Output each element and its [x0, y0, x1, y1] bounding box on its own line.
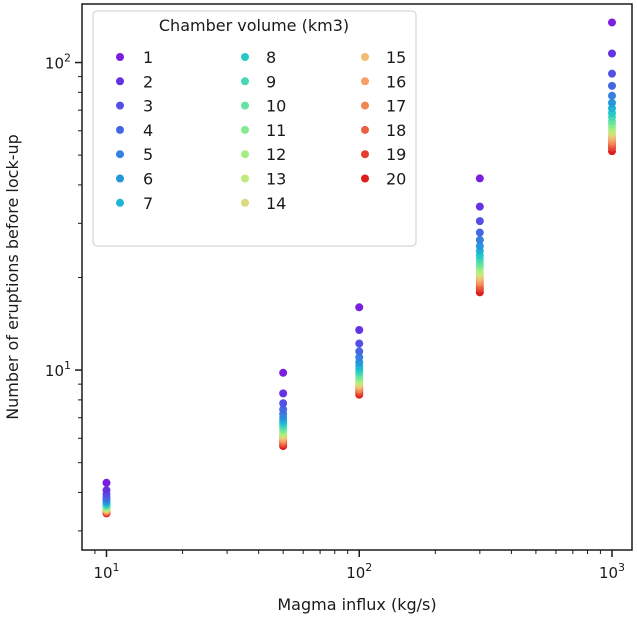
data-point: [355, 325, 364, 334]
data-point: [279, 368, 288, 377]
legend-label: 1: [143, 48, 153, 67]
legend-marker: [116, 198, 124, 207]
legend-label: 13: [266, 170, 286, 189]
data-point: [607, 18, 616, 27]
legend-marker: [361, 174, 369, 183]
legend-marker: [361, 101, 369, 110]
data-point: [279, 399, 288, 408]
legend-label: 20: [386, 170, 406, 189]
legend-title: Chamber volume (km3): [159, 16, 349, 35]
data-point: [607, 104, 616, 113]
legend-marker: [361, 125, 369, 134]
legend-label: 6: [143, 170, 153, 189]
x-minor-ticks: [94, 550, 601, 554]
legend-label: 19: [386, 145, 406, 164]
legend-label: 2: [143, 72, 153, 91]
data-point: [279, 405, 288, 414]
data-points: [102, 18, 616, 518]
data-point: [102, 486, 111, 495]
y-tick-label: 101: [45, 359, 71, 380]
legend-marker: [241, 101, 249, 110]
data-point: [475, 228, 484, 237]
legend-marker: [116, 77, 124, 86]
data-point: [355, 303, 364, 312]
legend-marker: [241, 125, 249, 134]
data-point: [355, 347, 364, 356]
legend-marker: [361, 77, 369, 86]
legend-label: 3: [143, 97, 153, 116]
legend-label: 17: [386, 97, 406, 116]
x-tick-label: 102: [346, 561, 372, 582]
legend-marker: [116, 53, 124, 61]
data-point: [475, 242, 484, 251]
legend-label: 14: [266, 194, 286, 213]
data-point: [355, 353, 364, 362]
data-point: [607, 81, 616, 90]
legend-marker: [116, 125, 124, 134]
y-tick-label: 102: [45, 52, 71, 73]
data-point: [279, 389, 288, 398]
legend-label: 7: [143, 194, 153, 213]
legend-marker: [241, 198, 249, 207]
legend-label: 18: [386, 121, 406, 140]
x-tick-label: 103: [599, 561, 625, 582]
x-axis-ticks: 101 102 103: [93, 550, 625, 582]
data-point: [607, 98, 616, 107]
legend-label: 12: [266, 145, 286, 164]
legend-marker: [116, 101, 124, 110]
data-point: [355, 339, 364, 348]
legend-label: 11: [266, 121, 286, 140]
x-axis-title: Magma influx (kg/s): [277, 595, 436, 614]
data-point: [607, 49, 616, 58]
data-point: [475, 202, 484, 211]
legend-label: 15: [386, 48, 406, 67]
data-point: [475, 174, 484, 183]
x-tick-label: 101: [93, 561, 119, 582]
y-axis-title: Number of eruptions before lock-up: [3, 134, 22, 420]
legend-label: 9: [266, 72, 276, 91]
legend-marker: [116, 174, 124, 183]
data-point: [475, 235, 484, 244]
data-point: [475, 217, 484, 226]
legend-marker: [241, 53, 249, 61]
legend-marker: [361, 53, 369, 61]
legend-frame: [92, 10, 417, 247]
legend-label: 8: [266, 48, 276, 67]
legend: Chamber volume (km3) 1234567891011121314…: [92, 10, 417, 247]
legend-marker: [241, 174, 249, 183]
legend-marker: [116, 150, 124, 159]
data-point: [607, 69, 616, 78]
y-axis-ticks: 101 102: [45, 52, 82, 380]
data-point: [102, 478, 111, 487]
legend-label: 10: [266, 97, 286, 116]
data-point: [607, 91, 616, 100]
legend-marker: [241, 150, 249, 159]
legend-label: 4: [143, 121, 153, 140]
y-minor-ticks: [78, 76, 82, 532]
legend-label: 5: [143, 145, 153, 164]
legend-marker: [361, 150, 369, 159]
legend-marker: [241, 77, 249, 86]
legend-label: 16: [386, 72, 406, 91]
